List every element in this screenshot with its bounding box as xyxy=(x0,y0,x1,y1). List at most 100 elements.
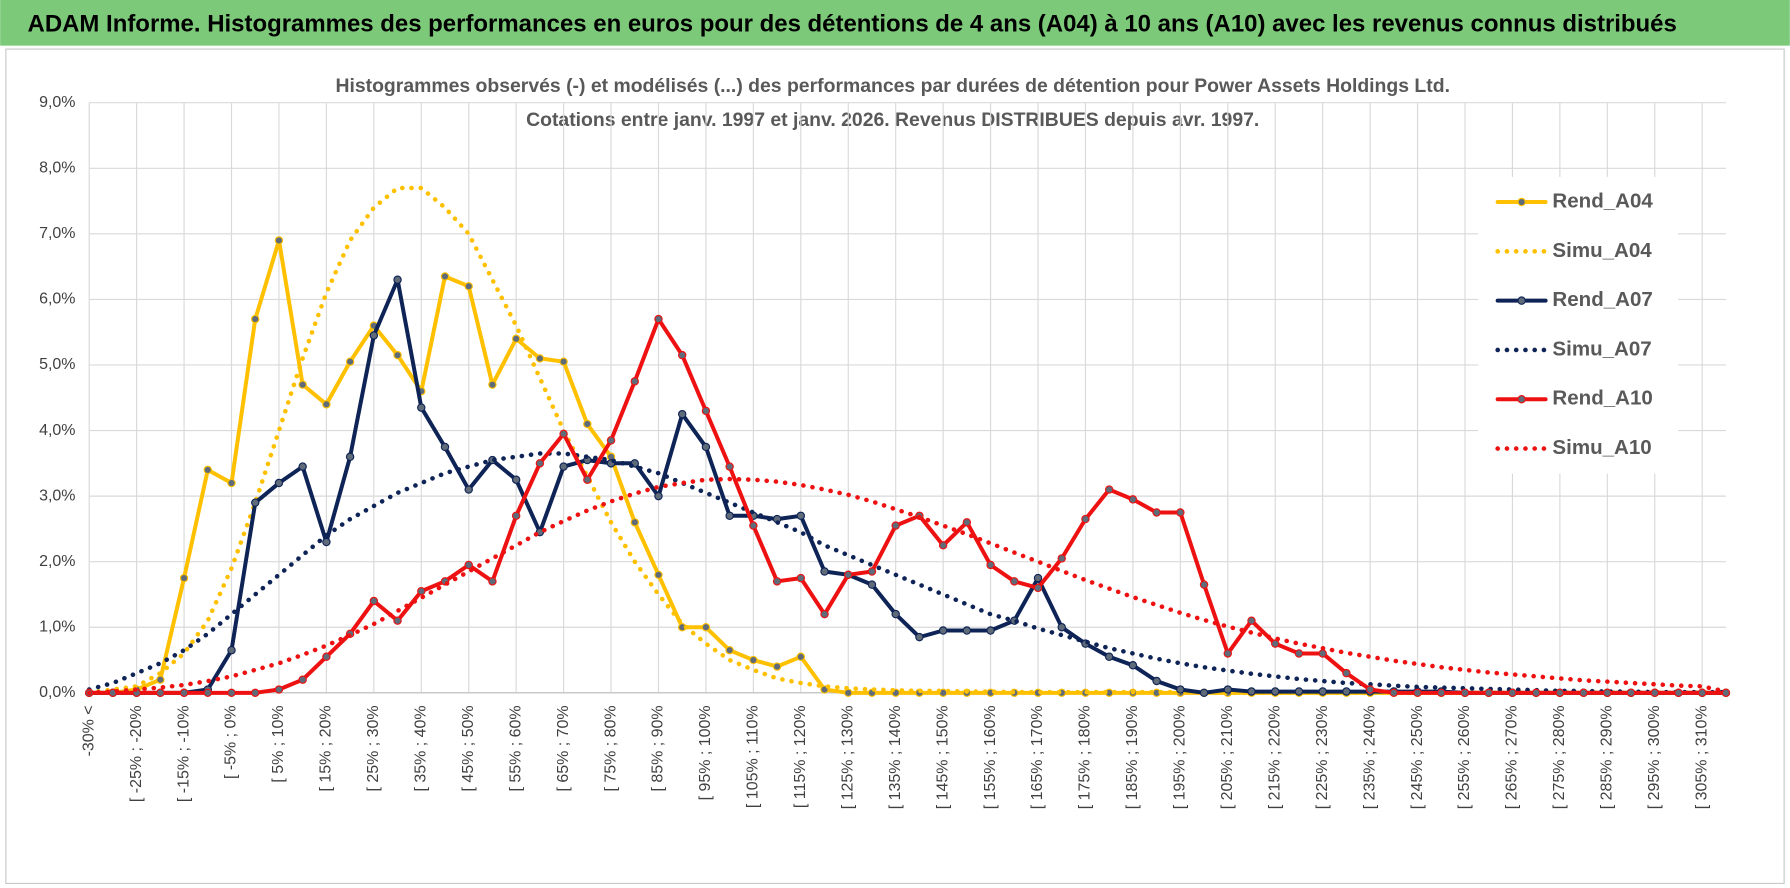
point-marker xyxy=(938,626,948,635)
point-marker xyxy=(393,616,402,625)
point-marker xyxy=(701,623,711,632)
point-marker xyxy=(1697,688,1707,698)
point-marker xyxy=(179,573,189,583)
observed-line xyxy=(87,317,1728,695)
point-marker xyxy=(322,652,331,661)
point-marker xyxy=(725,511,734,521)
point-marker xyxy=(1342,668,1351,678)
point-marker xyxy=(1437,688,1446,698)
x-tick-label: [ 265% ; 270% xyxy=(1504,705,1521,809)
x-tick-label: [ -5% ; 0% xyxy=(223,705,240,779)
y-tick-label: 9,0% xyxy=(39,94,75,111)
point-marker xyxy=(1104,652,1114,661)
point-marker xyxy=(772,577,782,586)
point-marker xyxy=(1033,573,1043,583)
point-marker xyxy=(1152,676,1161,686)
point-marker xyxy=(677,409,687,419)
x-tick-label: [ 285% ; 290% xyxy=(1599,705,1616,809)
point-marker xyxy=(844,570,853,580)
y-tick-label: 7,0% xyxy=(39,225,75,242)
point-marker xyxy=(298,380,307,389)
y-tick-label: 4,0% xyxy=(39,422,75,439)
header-title: ADAM Informe. Histogrammes des performan… xyxy=(28,10,1677,37)
point-marker xyxy=(274,236,284,245)
x-tick-label: [ 95% ; 100% xyxy=(697,705,714,800)
point-marker xyxy=(986,626,995,635)
point-marker xyxy=(1199,688,1209,698)
point-marker xyxy=(867,567,877,576)
legend-label: Simu_A04 xyxy=(1552,239,1652,262)
legend-marker xyxy=(1517,197,1526,207)
x-tick-label: [ 225% ; 230% xyxy=(1314,705,1331,809)
x-tick-label: [ 245% ; 250% xyxy=(1409,705,1426,809)
point-marker xyxy=(820,567,829,576)
point-marker xyxy=(227,478,236,488)
point-marker xyxy=(535,354,545,363)
point-marker xyxy=(1223,649,1233,658)
point-marker xyxy=(1010,577,1019,586)
point-marker xyxy=(274,685,284,694)
x-tick-label: [ 305% ; 310% xyxy=(1693,705,1710,809)
legend-marker xyxy=(1517,395,1526,404)
legend-label: Rend_A04 xyxy=(1552,189,1653,212)
point-marker xyxy=(1247,616,1256,625)
point-marker xyxy=(986,560,995,570)
x-tick-label: [ 85% ; 90% xyxy=(650,705,667,791)
point-marker xyxy=(440,272,450,281)
point-marker xyxy=(1128,495,1138,504)
point-marker xyxy=(606,436,616,445)
legend-box xyxy=(1478,176,1678,474)
point-marker xyxy=(156,675,165,684)
point-marker xyxy=(701,442,711,452)
point-marker xyxy=(559,462,568,471)
point-marker xyxy=(796,573,806,583)
point-marker xyxy=(227,688,236,698)
point-marker xyxy=(1531,688,1541,698)
x-tick-label: [ -25% ; -20% xyxy=(128,705,145,802)
point-marker xyxy=(1033,583,1043,593)
point-marker xyxy=(1555,688,1565,698)
point-marker xyxy=(511,475,521,484)
point-marker xyxy=(488,380,497,389)
y-tick-label: 5,0% xyxy=(39,356,75,373)
point-marker xyxy=(867,580,877,589)
x-tick-label: [ 5% ; 10% xyxy=(270,705,287,782)
point-marker xyxy=(1318,687,1327,696)
point-marker xyxy=(251,688,260,698)
point-marker xyxy=(1674,688,1683,698)
point-marker xyxy=(203,688,213,698)
point-marker xyxy=(1271,639,1280,648)
x-tick-label: [ 65% ; 70% xyxy=(555,705,572,791)
point-marker xyxy=(417,586,426,596)
point-marker xyxy=(1152,508,1161,517)
x-tick-label: [ 255% ; 260% xyxy=(1456,705,1473,809)
point-marker xyxy=(251,314,260,324)
point-marker xyxy=(440,442,450,452)
chart-subtitle: Cotations entre janv. 1997 et janv. 2026… xyxy=(526,109,1259,131)
model-line xyxy=(86,185,1729,696)
point-marker xyxy=(1057,554,1066,563)
point-marker xyxy=(796,652,806,661)
x-tick-label: [ 215% ; 220% xyxy=(1266,705,1283,809)
point-marker xyxy=(345,357,355,366)
point-marker xyxy=(1365,685,1375,694)
point-marker xyxy=(1721,688,1731,698)
point-marker xyxy=(1057,623,1066,632)
point-marker xyxy=(654,314,663,324)
point-marker xyxy=(511,334,521,343)
chart-frame xyxy=(5,48,1785,885)
point-marker xyxy=(1603,688,1612,698)
point-marker xyxy=(630,518,639,527)
x-tick-label: [ 35% ; 40% xyxy=(412,705,429,791)
point-marker xyxy=(1626,688,1636,698)
point-marker xyxy=(1579,688,1588,698)
point-marker xyxy=(1176,508,1185,517)
chart-title: Histogrammes observés (-) et modélisés (… xyxy=(335,75,1450,97)
x-tick-label: [ 115% ; 120% xyxy=(792,705,809,808)
point-marker xyxy=(677,350,687,360)
x-tick-label: [ 165% ; 170% xyxy=(1029,705,1046,809)
point-marker xyxy=(298,675,307,684)
point-marker xyxy=(511,511,521,521)
legend-label: Rend_A10 xyxy=(1552,387,1652,410)
